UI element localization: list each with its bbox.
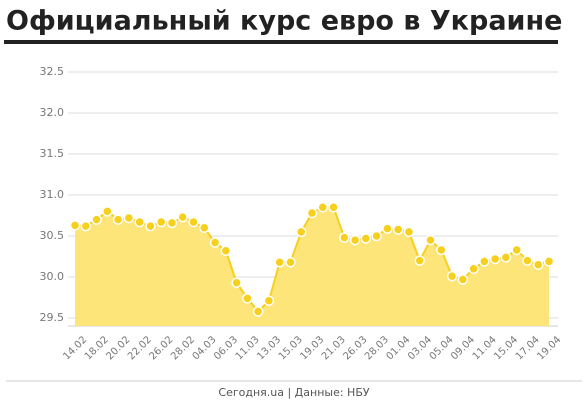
area-fill xyxy=(75,207,549,326)
y-tick-label: 29.5 xyxy=(40,311,65,324)
point xyxy=(102,206,113,217)
point xyxy=(112,214,124,225)
point xyxy=(263,295,275,307)
point xyxy=(328,202,339,213)
point xyxy=(468,263,479,275)
point xyxy=(392,224,404,235)
point xyxy=(532,259,544,270)
point xyxy=(177,211,188,223)
chart-title: Официальный курс евро в Украине xyxy=(6,6,562,37)
y-tick-label: 32.0 xyxy=(40,106,65,119)
point xyxy=(543,256,555,267)
point xyxy=(489,253,501,265)
y-tick-label: 30.0 xyxy=(40,270,65,283)
footer: Сегодня.ua | Данные: НБУ xyxy=(218,386,369,399)
point xyxy=(425,234,436,246)
x-tick-label: 19.04 xyxy=(535,334,563,362)
point xyxy=(220,245,232,257)
point xyxy=(80,220,92,232)
point xyxy=(382,223,393,234)
y-tick-label: 31.0 xyxy=(40,188,65,201)
title-underline xyxy=(4,40,558,44)
point xyxy=(446,270,458,282)
point xyxy=(91,214,102,225)
point xyxy=(155,216,167,228)
point xyxy=(188,216,199,228)
point xyxy=(123,212,135,224)
point xyxy=(274,256,285,268)
point xyxy=(500,252,512,263)
point xyxy=(306,207,318,219)
point xyxy=(145,220,156,232)
point xyxy=(349,234,361,246)
point xyxy=(285,256,296,268)
point xyxy=(479,256,490,267)
point xyxy=(414,255,425,266)
point xyxy=(242,293,253,304)
point xyxy=(209,237,221,248)
point xyxy=(69,220,81,231)
point xyxy=(295,226,307,238)
y-tick-label: 30.5 xyxy=(40,229,65,242)
point xyxy=(199,222,210,234)
y-tick-label: 32.5 xyxy=(40,65,65,78)
point xyxy=(134,216,145,228)
point xyxy=(166,217,178,229)
point xyxy=(522,255,533,266)
point xyxy=(436,244,447,256)
point xyxy=(317,202,329,213)
point xyxy=(360,233,372,244)
point xyxy=(231,277,242,288)
point xyxy=(457,274,469,285)
point xyxy=(403,226,415,238)
point xyxy=(371,230,382,242)
point xyxy=(252,306,264,317)
point xyxy=(339,232,350,243)
point xyxy=(511,244,522,256)
y-tick-label: 31.5 xyxy=(40,147,65,160)
